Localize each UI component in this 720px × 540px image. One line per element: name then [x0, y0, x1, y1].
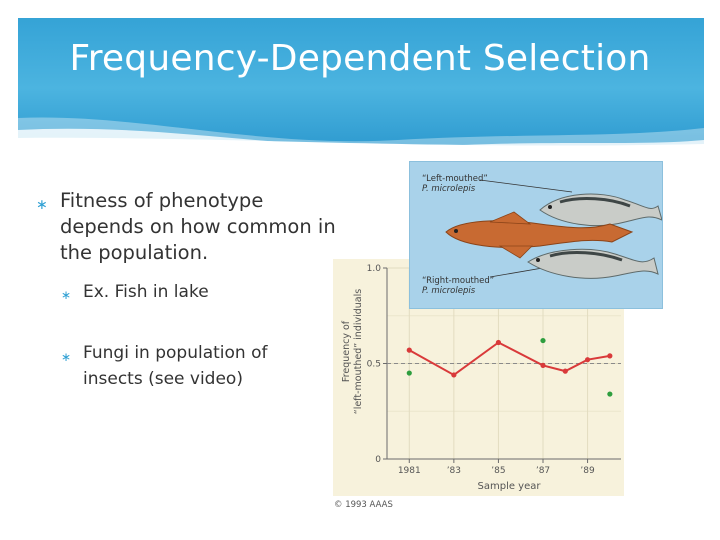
x-axis-label: Sample year	[478, 481, 542, 492]
slide-title: Frequency-Dependent Selection	[69, 38, 651, 79]
fish-drawing	[445, 179, 662, 279]
banner-wave-decoration	[18, 117, 704, 146]
y-tick-label: 1.0	[367, 264, 382, 274]
data-point	[607, 391, 613, 397]
copyright-notice: © 1993 AAAS	[334, 500, 393, 510]
data-point	[406, 370, 412, 376]
left-mouthed-fish-icon	[539, 193, 662, 227]
y-tick-label: 0.5	[367, 360, 381, 370]
left-mouthed-label: “Left-mouthed” P. microlepis	[422, 174, 488, 194]
orange-fish-icon	[445, 211, 634, 259]
bullet-text: Ex. Fish in lake	[83, 282, 209, 302]
data-point	[584, 357, 591, 363]
fish-illustration: “Left-mouthed” P. microlepis “Right-mout…	[409, 161, 663, 309]
series-line	[408, 341, 611, 377]
data-point	[406, 347, 412, 353]
bullet-asterisk-icon: ∗	[61, 350, 72, 364]
x-tick-label: ’89	[580, 466, 595, 476]
data-point	[607, 353, 613, 359]
bullet-level2: ∗ Ex. Fish in lake	[61, 280, 321, 304]
y-axis-label: “left-mouthed” individuals	[353, 289, 364, 414]
right-mouthed-fish-icon	[527, 248, 659, 279]
bullet-asterisk-icon: ∗	[36, 197, 48, 213]
bullet-text: Fitness of phenotype depends on how comm…	[60, 189, 336, 264]
bullet-text: Fungi in population of insects (see vide…	[83, 343, 268, 389]
title-banner	[18, 18, 704, 146]
bullet-level1: ∗ Fitness of phenotype depends on how co…	[36, 188, 336, 266]
data-point	[540, 362, 546, 369]
species-name: P. microlepis	[422, 184, 476, 194]
y-tick-label: 0	[375, 455, 381, 465]
x-tick-label: ’85	[491, 466, 505, 476]
data-point	[495, 339, 502, 346]
right-mouthed-label: “Right-mouthed” P. microlepis	[422, 276, 495, 296]
x-tick-label: ’87	[536, 466, 550, 476]
species-name: P. microlepis	[422, 286, 476, 296]
data-point	[451, 372, 457, 378]
data-point	[562, 368, 568, 374]
bullet-level2: ∗ Fungi in population of insects (see vi…	[61, 340, 321, 392]
x-tick-label: ’83	[447, 466, 461, 476]
bullet-asterisk-icon: ∗	[61, 288, 72, 302]
y-axis-label: Frequency of	[341, 320, 352, 382]
data-point	[540, 337, 546, 344]
x-tick-label: 1981	[398, 466, 421, 476]
